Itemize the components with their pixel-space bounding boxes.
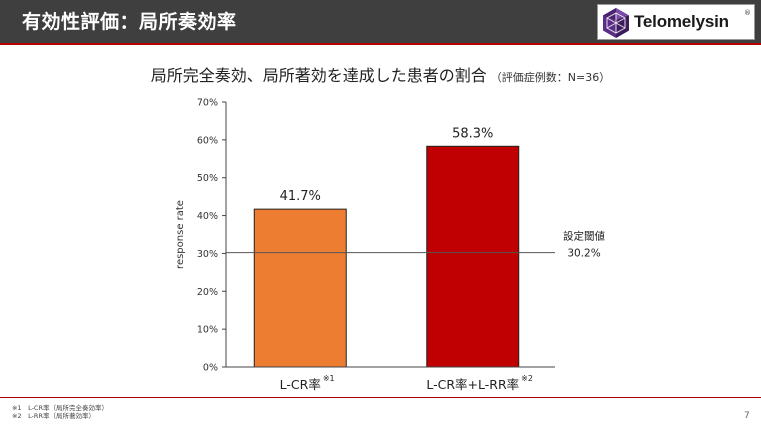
bar [253,208,347,368]
header-divider [0,43,761,45]
header-bar: 有効性評価：局所奏効率 Telomelysin ® [0,0,761,43]
footnote-1: ※1 L-CR率（局所完全奏効率） [12,404,108,412]
y-tick-label: 0% [203,363,218,374]
company-logo: Telomelysin ® [597,4,755,40]
y-tick-label: 20% [197,287,218,298]
y-tick-label: 60% [197,135,218,146]
data-label: 58.3% [452,126,493,141]
category-label: L-CR率+L-RR率 [426,377,519,392]
chart-title-note: （評価症例数：N=36） [490,71,611,84]
threshold-value: 30.2% [567,248,600,260]
footnote-2: ※2 L-RR率（局所著効率） [12,412,95,420]
y-tick-label: 10% [197,325,218,336]
bar [426,145,520,368]
category-note: ※2 [521,374,533,383]
logo-text: Telomelysin [634,12,729,31]
page-number: 7 [744,411,750,421]
data-label: 41.7% [280,189,321,204]
footer-divider [0,397,761,398]
category-label: L-CR率 [280,377,321,392]
chart-title: 局所完全奏効、局所著効を達成した患者の割合 （評価症例数：N=36） [0,62,761,86]
footnotes: ※1 L-CR率（局所完全奏効率） ※2 L-RR率（局所著効率） [12,404,108,420]
page-title: 有効性評価：局所奏効率 [22,11,237,33]
y-axis-label: response rate [175,200,186,269]
registered-mark: ® [744,9,751,17]
y-tick-label: 70% [197,98,218,109]
polyhedron-icon [603,8,629,38]
y-tick-label: 30% [197,249,218,260]
y-tick-label: 50% [197,173,218,184]
y-tick-label: 40% [197,211,218,222]
chart-title-main: 局所完全奏効、局所著効を達成した患者の割合 [150,66,487,85]
threshold-label: 設定閾値 [563,230,605,243]
category-note: ※1 [323,374,335,383]
